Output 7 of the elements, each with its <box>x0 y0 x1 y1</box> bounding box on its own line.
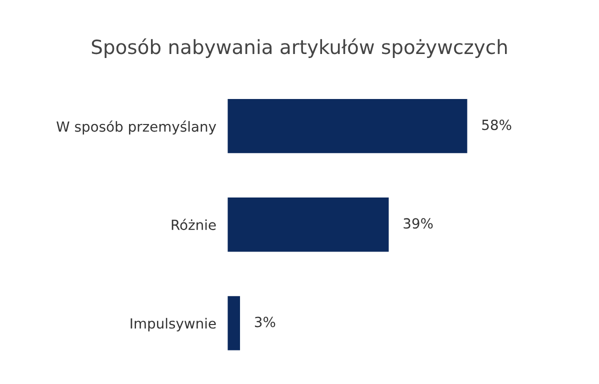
y-tick-label: W sposób przemyślany <box>56 120 216 135</box>
data-label: 39% <box>404 218 433 229</box>
chart-title: Sposób nabywania artykułów spożywczych <box>92 38 507 58</box>
y-tick-label: Różnie <box>172 218 216 230</box>
data-label: 58% <box>482 120 512 130</box>
y-tick-label: Impulsywnie <box>130 318 216 332</box>
data-label: 3% <box>254 316 276 328</box>
